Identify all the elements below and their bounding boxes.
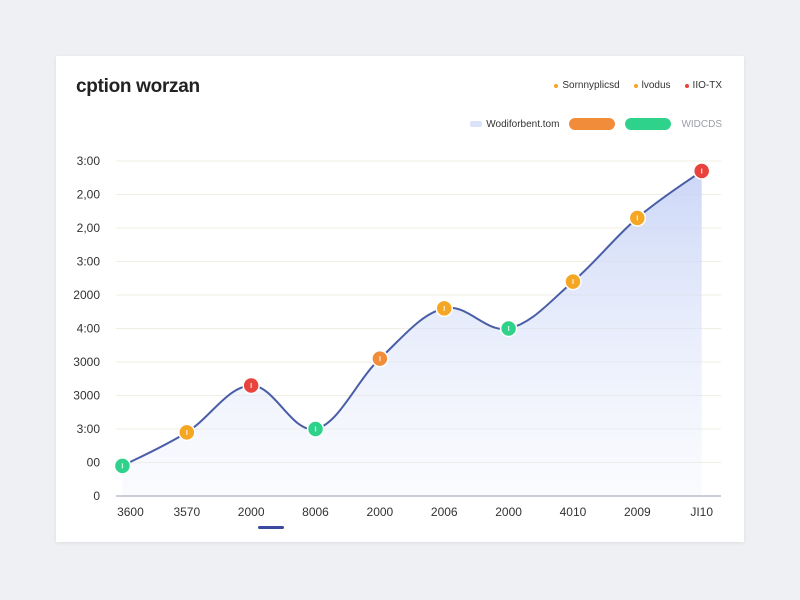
- legend-label-2: lvodus: [641, 80, 671, 91]
- active-tab-indicator: [258, 526, 284, 529]
- y-tick-label: 4:00: [77, 322, 101, 336]
- data-point-glyph: [379, 356, 381, 362]
- line-chart: 3:002,002,003:0020004:00300030003:00000 …: [73, 154, 721, 529]
- legend-label-3: IIO-TX: [692, 80, 722, 91]
- legend-green-pill[interactable]: [625, 118, 672, 130]
- legend-top: Sornnyplicsd lvodus IIO-TX: [554, 80, 722, 91]
- x-tick-label: 2006: [431, 505, 458, 519]
- legend-dot-3: [684, 83, 689, 88]
- legend-area-item[interactable]: Wodiforbent.tom: [470, 119, 559, 130]
- legend-muted-label[interactable]: WIDCDS: [681, 118, 722, 130]
- y-tick-label: 3:00: [77, 255, 101, 269]
- legend-item-1[interactable]: Sornnyplicsd: [554, 80, 620, 91]
- y-tick-label: 3000: [73, 355, 100, 369]
- series-line: [121, 170, 703, 467]
- x-tick-label: 2000: [495, 505, 522, 519]
- data-point-glyph: [701, 168, 703, 174]
- data-point-glyph: [508, 326, 510, 331]
- x-tick-label: 4010: [560, 505, 587, 519]
- y-tick-label: 3:00: [77, 422, 101, 436]
- y-tick-label: 2,00: [77, 188, 101, 202]
- data-point-glyph: [443, 305, 445, 311]
- data-point-glyph: [636, 215, 638, 221]
- y-tick-label: 0: [93, 489, 100, 503]
- data-point-glyph: [186, 429, 188, 435]
- legend-item-2[interactable]: lvodus: [633, 80, 671, 91]
- legend-label-1: Sornnyplicsd: [562, 80, 620, 91]
- data-point-glyph: [250, 382, 252, 388]
- legend-dot-2: [633, 83, 638, 88]
- legend-dot-1: [554, 83, 559, 88]
- x-tick-label: 8006: [302, 505, 329, 519]
- area-fill: [122, 171, 702, 497]
- x-tick-label: 3600: [117, 505, 144, 519]
- x-tick-label: 3570: [173, 505, 200, 519]
- chart-card: cption worzan Sornnyplicsd lvodus IIO-TX…: [56, 56, 744, 542]
- y-tick-label: 00: [87, 456, 101, 470]
- legend-item-3[interactable]: IIO-TX: [684, 80, 722, 91]
- data-points: [113, 162, 711, 475]
- y-tick-label: 3:00: [77, 154, 101, 168]
- legend-area-label: Wodiforbent.tom: [486, 118, 560, 130]
- legend-orange-pill[interactable]: [569, 118, 616, 130]
- x-axis-ticks: 3600 3570 2000 8006 2000 2006 2000 4010 2009 JI10: [117, 505, 713, 519]
- data-point-glyph: [572, 279, 574, 285]
- x-tick-label: 2000: [238, 505, 265, 519]
- x-tick-label: JI10: [690, 505, 713, 519]
- y-tick-label: 3000: [73, 389, 100, 403]
- x-tick-label: 2009: [624, 505, 651, 519]
- y-tick-label: 2,00: [77, 221, 101, 235]
- data-point-glyph: [314, 426, 317, 432]
- legend-area-swatch: [470, 121, 483, 127]
- y-tick-label: 2000: [73, 288, 100, 302]
- data-point-glyph: [121, 463, 124, 469]
- x-tick-label: 2000: [367, 505, 394, 519]
- legend-secondary: Wodiforbent.tom WIDCDS: [470, 118, 722, 130]
- chart-title: cption worzan: [76, 76, 200, 97]
